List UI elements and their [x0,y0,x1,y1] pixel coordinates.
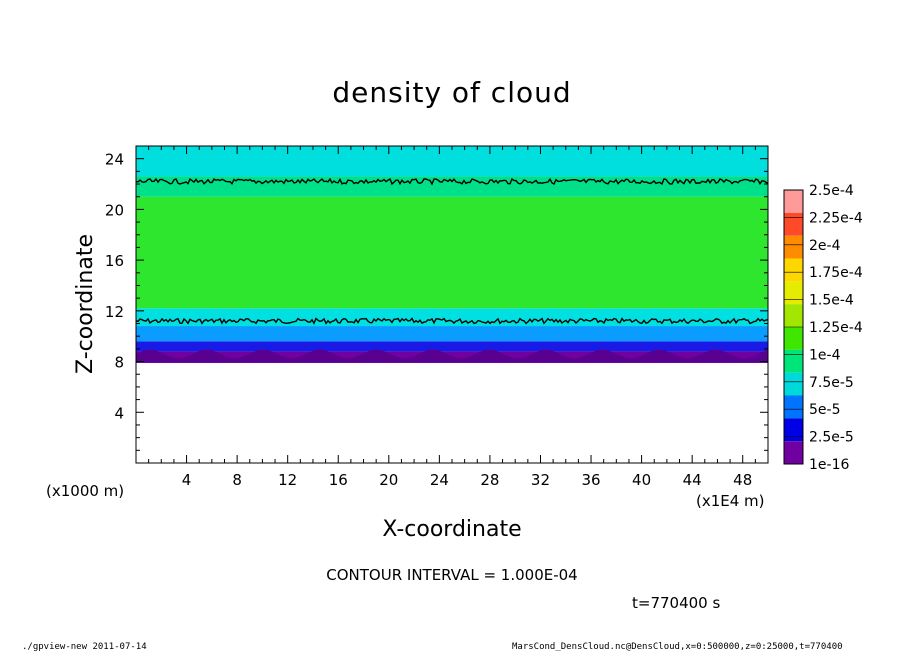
colorbar-label: 1e-16 [809,457,849,473]
colorbar-segment [784,258,803,282]
field-band-3 [136,308,768,327]
colorbar-segment [784,372,803,396]
y-tick-label: 20 [105,201,124,219]
contour-line-1 [136,177,768,186]
field-band-5 [136,176,768,197]
colorbar-label: 2.5e-5 [809,430,854,446]
colorbar-segment [784,327,803,350]
y-tick-label: 8 [114,354,124,372]
colorbar-label: 5e-5 [809,402,840,418]
colorbar-segment [784,304,803,327]
colorbar-label: 2.5e-4 [809,183,854,199]
colorbar-segment [784,395,803,419]
x-tick-label: 48 [733,471,752,489]
colorbar-segment [784,281,803,305]
x-tick-label: 28 [480,471,499,489]
field-band-2 [136,326,768,342]
colorbar-label: 1.75e-4 [809,265,863,281]
colorbar-segment [784,212,803,236]
x-tick-label: 4 [182,471,192,489]
y-tick-label: 4 [114,404,124,422]
contour-interval-label: CONTOUR INTERVAL = 1.000E-04 [326,566,578,584]
contour-lines [136,177,768,325]
footer-left: ./gpview-new 2011-07-14 [22,642,147,652]
colorbar-label: 1.25e-4 [809,320,863,336]
contour-line-0 [136,317,768,325]
field-bottom-edge [136,349,768,363]
x-tick-label: 16 [329,471,348,489]
colorbar-segment [784,441,803,464]
y-tick-label: 12 [105,303,124,321]
colorbar-segment [784,349,803,373]
y-axis-label: Z-coordinate [73,234,98,374]
colorbar-label: 1.5e-4 [809,293,854,309]
x-tick-label: 24 [430,471,449,489]
x-tick-label: 44 [683,471,702,489]
x-tick-label: 32 [531,471,550,489]
footer-right: MarsCond_DensCloud.nc@DensCloud,x=0:5000… [512,642,843,652]
density-field [136,146,768,363]
colorbar-label: 7.5e-5 [809,375,854,391]
field-band-4 [136,196,768,309]
colorbar-segment [784,235,803,259]
y-tick-label: 16 [105,252,124,270]
colorbar-segment [784,190,803,213]
chart-title: density of cloud [332,76,572,109]
field-band-1 [136,341,768,352]
field-band-6 [136,146,768,177]
x-tick-label: 8 [232,471,242,489]
colorbar: 2.5e-4 2.25e-4 2e-4 1.75e-4 1.5e-4 1.25e-4 1e-… [783,183,863,473]
colorbar-label: 2.25e-4 [809,210,863,226]
colorbar-segment [784,418,803,442]
x-tick-label: 20 [379,471,398,489]
x-tick-label: 40 [632,471,651,489]
y-tick-label: 24 [105,151,124,169]
x-unit-right: (x1E4 m) [696,492,765,510]
x-tick-label: 36 [581,471,600,489]
time-label: t=770400 s [632,594,721,612]
x-tick-label: 12 [278,471,297,489]
colorbar-label: 2e-4 [809,238,841,254]
x-axis-label: X-coordinate [382,517,521,542]
colorbar-label: 1e-4 [809,347,841,363]
x-unit-left: (x1000 m) [46,482,124,500]
